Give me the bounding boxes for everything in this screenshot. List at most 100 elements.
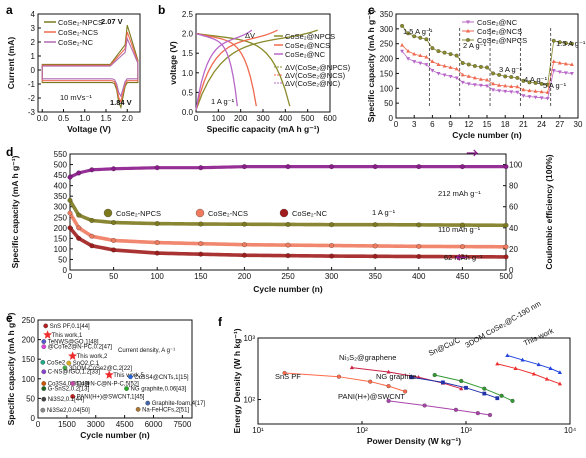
point-label: 3DOM-CoSe2@C,2[22] [69, 366, 132, 372]
y-tick-label: 100 [22, 375, 36, 384]
x-tick-label: 9 [448, 120, 453, 129]
panel-letter: b [158, 3, 165, 17]
x-tick-label: 30 [574, 120, 583, 129]
x-tick-label: 7500 [173, 420, 191, 429]
data-point [485, 84, 489, 89]
data-point [459, 222, 465, 228]
point-label: This work,2 [77, 354, 108, 360]
y-tick-label: 2 [31, 38, 36, 47]
panel-letter: f [218, 315, 223, 329]
annotation-peak-oxidation: 2.07 V [101, 17, 123, 26]
point-label: Graphite-foam,4[17] [152, 401, 206, 407]
point-label: Na-FeHCFs,2[51] [142, 407, 189, 413]
data-point [521, 78, 526, 83]
data-point [241, 164, 247, 170]
annotation-current: 1 A g⁻¹ [211, 97, 235, 106]
data-point [368, 379, 373, 384]
data-point [372, 243, 378, 249]
y-tick-label: 10² [243, 396, 255, 405]
legend-label: CoSe₂-NCS [208, 209, 248, 218]
x-tick-label: 200 [238, 272, 252, 281]
data-point [509, 84, 514, 88]
legend-label: CoSe₂-NPCS [116, 209, 161, 218]
data-point [285, 221, 291, 227]
data-point [372, 222, 378, 228]
data-point [544, 376, 550, 381]
panel-letter: d [6, 145, 13, 159]
data-point [557, 381, 563, 386]
data-point [475, 411, 480, 416]
data-point [412, 34, 417, 39]
data-point [416, 243, 422, 249]
data-point [460, 80, 465, 85]
y-tick-label: 150 [380, 69, 394, 78]
data-point [513, 366, 518, 370]
y-tick-label: 350 [380, 10, 394, 19]
point-label: This work,1 [52, 333, 83, 339]
x-tick-label: 3000 [87, 420, 105, 429]
data-point [41, 396, 47, 402]
data-point [76, 170, 82, 176]
data-point [466, 74, 471, 78]
y-tick-label: 250 [22, 316, 36, 325]
y-tick-label: 20 [509, 245, 518, 254]
data-point [478, 64, 483, 69]
point-label: TeNWS@GO,1[48] [48, 340, 99, 346]
data-point [539, 96, 544, 100]
data-point [400, 49, 405, 54]
data-point [198, 241, 204, 247]
x-tick-label: 0.5 [58, 114, 70, 123]
y-tick-label: 60 [509, 203, 518, 212]
data-point [386, 398, 391, 403]
y-tick-label: 10³ [243, 334, 255, 343]
data-point [430, 69, 435, 73]
y-tick-label: 80 [509, 182, 518, 191]
data-point [154, 250, 160, 256]
x-tick-label: 0 [68, 272, 73, 281]
x-tick-label: 500 [301, 114, 315, 123]
data-point [569, 71, 574, 76]
data-point [111, 247, 117, 253]
x-tick-label: 250 [281, 272, 295, 281]
legend-label: CoSe₂-NC [58, 38, 94, 47]
x-tick-label: 3 [412, 120, 417, 129]
data-point [521, 94, 526, 98]
data-point [569, 62, 574, 66]
data-point [448, 52, 453, 57]
data-point [557, 40, 562, 45]
rate-label: 3 A g⁻¹ [499, 65, 523, 74]
point-label: Co3S4@CNTs,1[15] [134, 375, 188, 381]
x-tick-label: 100 [151, 272, 165, 281]
y-tick-label: 400 [54, 182, 68, 191]
data-point [548, 366, 553, 370]
x-tick-label: 300 [256, 114, 270, 123]
x-tick-label: 1.0 [79, 114, 91, 123]
data-point [424, 37, 429, 42]
x-tick-label: 0 [194, 114, 199, 123]
data-point [460, 61, 465, 65]
data-point [442, 73, 447, 78]
point-label: @CoTe2@N-PC,0.2[47] [48, 345, 113, 351]
x-tick-label: 10² [356, 426, 368, 435]
y-axis-label: voltage (V) [168, 41, 178, 85]
y-tick-label: 200 [380, 55, 394, 64]
data-point [66, 360, 72, 366]
y-tick-label: 1 [31, 52, 36, 61]
data-point [448, 65, 453, 69]
data-point [459, 164, 465, 170]
y-tick-label: 0 [63, 266, 68, 275]
data-point [424, 54, 429, 59]
y-tick-label: 2.5 [182, 10, 194, 19]
annotation: Current density, A g⁻¹ [118, 348, 175, 354]
data-point [454, 53, 459, 58]
data-point [111, 220, 117, 225]
series-label: Sn@Cu/C [427, 335, 462, 358]
data-point [482, 391, 487, 396]
data-point [386, 369, 391, 374]
data-point [128, 374, 133, 380]
annotation-current: 1 A g⁻¹ [372, 208, 396, 217]
y-tick-label: 100 [509, 161, 523, 170]
data-point [563, 41, 568, 46]
data-point [533, 89, 538, 93]
y-tick-label: 3 [31, 24, 36, 33]
